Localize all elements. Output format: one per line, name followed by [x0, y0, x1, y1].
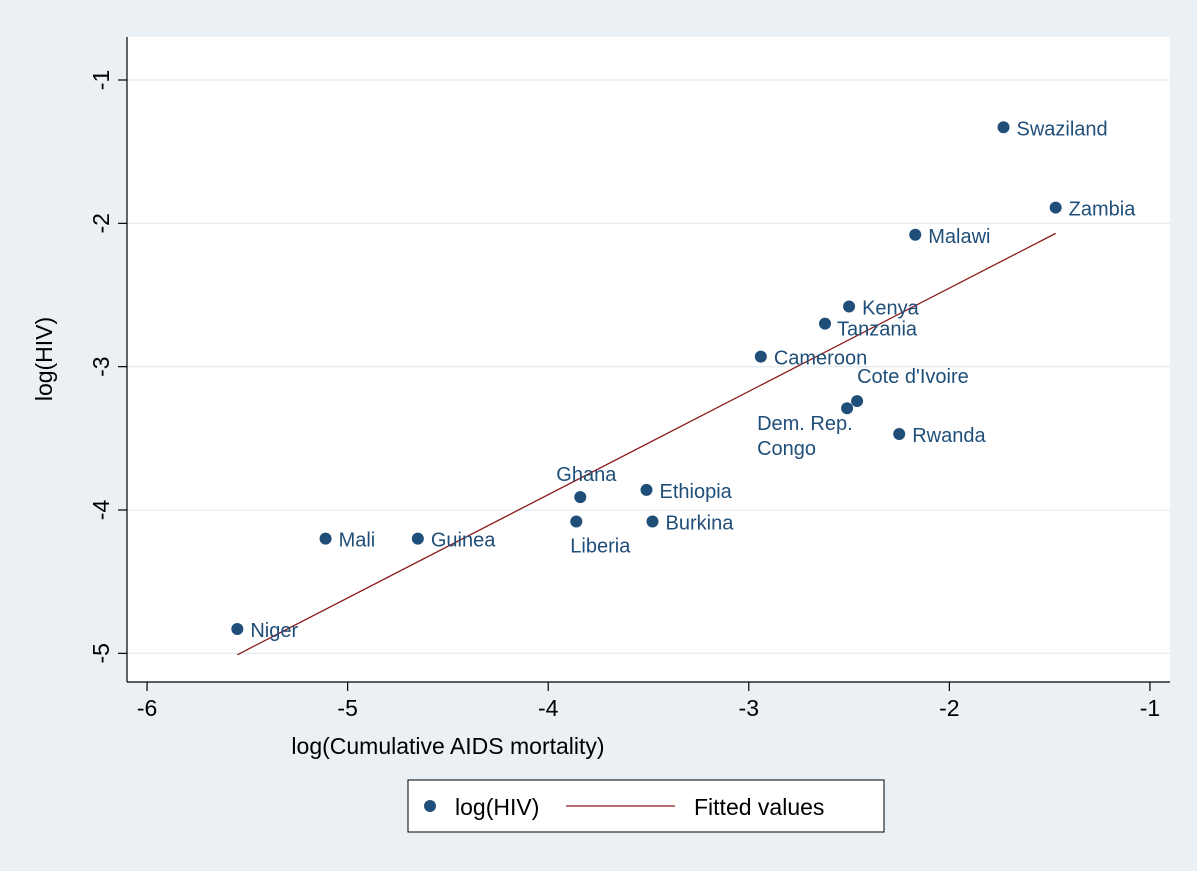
scatter-point: [754, 350, 767, 363]
axis-ticks: -5 -4 -3 -2 -1 -6 -5 -4 -3 -2 -1: [88, 70, 1160, 721]
x-tick-label: -2: [939, 695, 959, 721]
legend: log(HIV) Fitted values: [407, 779, 885, 833]
legend-label-line: Fitted values: [694, 794, 824, 820]
scatter-point: [411, 532, 424, 545]
scatter-point: [819, 317, 832, 330]
x-tick-label: -6: [137, 695, 157, 721]
scatter-point: [843, 300, 856, 313]
scatter-point: [231, 622, 244, 635]
point-label: Ghana: [556, 464, 617, 486]
y-tick-label: -1: [88, 70, 114, 90]
point-label: Kenya: [862, 297, 920, 319]
gridlines: [127, 79, 1170, 654]
scatter-point: [640, 483, 653, 496]
scatter-point: [1049, 201, 1062, 214]
scatter-point: [997, 121, 1010, 134]
point-label: Malawi: [928, 226, 990, 248]
y-tick-label: -4: [88, 500, 114, 521]
scatter-point: [570, 515, 583, 528]
scatter-point: [646, 515, 659, 528]
x-tick-label: -3: [739, 695, 759, 721]
scatter-point: [909, 228, 922, 241]
y-tick-label: -3: [88, 356, 114, 376]
point-label: Tanzania: [837, 319, 918, 341]
plot-area: [127, 37, 1170, 682]
point-label: Rwanda: [912, 425, 986, 447]
x-tick-label: -1: [1140, 695, 1160, 721]
point-label: Ethiopia: [659, 481, 732, 503]
point-label: Liberia: [570, 535, 631, 557]
scatter-point: [893, 428, 906, 441]
point-label: Niger: [250, 620, 298, 642]
points-layer: [231, 121, 1062, 635]
fitted-line-layer: [237, 232, 1056, 656]
point-label: Zambia: [1069, 199, 1137, 221]
legend-marker-scatter: [424, 800, 436, 812]
y-tick-label: -2: [88, 213, 114, 233]
y-axis-label: log(HIV): [31, 317, 57, 401]
point-label: Cameroon: [774, 348, 867, 370]
point-label: Dem. Rep. Congo: [757, 413, 853, 460]
scatter-point: [574, 491, 587, 504]
point-label: Guinea: [431, 530, 496, 552]
point-label: Swaziland: [1017, 118, 1108, 140]
x-axis-label: log(Cumulative AIDS mortality): [291, 733, 604, 759]
point-label: Cote d'Ivoire: [857, 366, 969, 388]
point-label: Mali: [339, 530, 376, 552]
scatter-point: [319, 532, 332, 545]
scatter-point: [851, 395, 864, 408]
scatter-point: [841, 402, 854, 415]
legend-label-scatter: log(HIV): [455, 794, 539, 820]
x-tick-label: -4: [538, 695, 559, 721]
point-label: Burkina: [666, 512, 735, 534]
x-tick-label: -5: [337, 695, 357, 721]
fitted-line: [237, 232, 1056, 656]
y-tick-label: -5: [88, 643, 114, 663]
